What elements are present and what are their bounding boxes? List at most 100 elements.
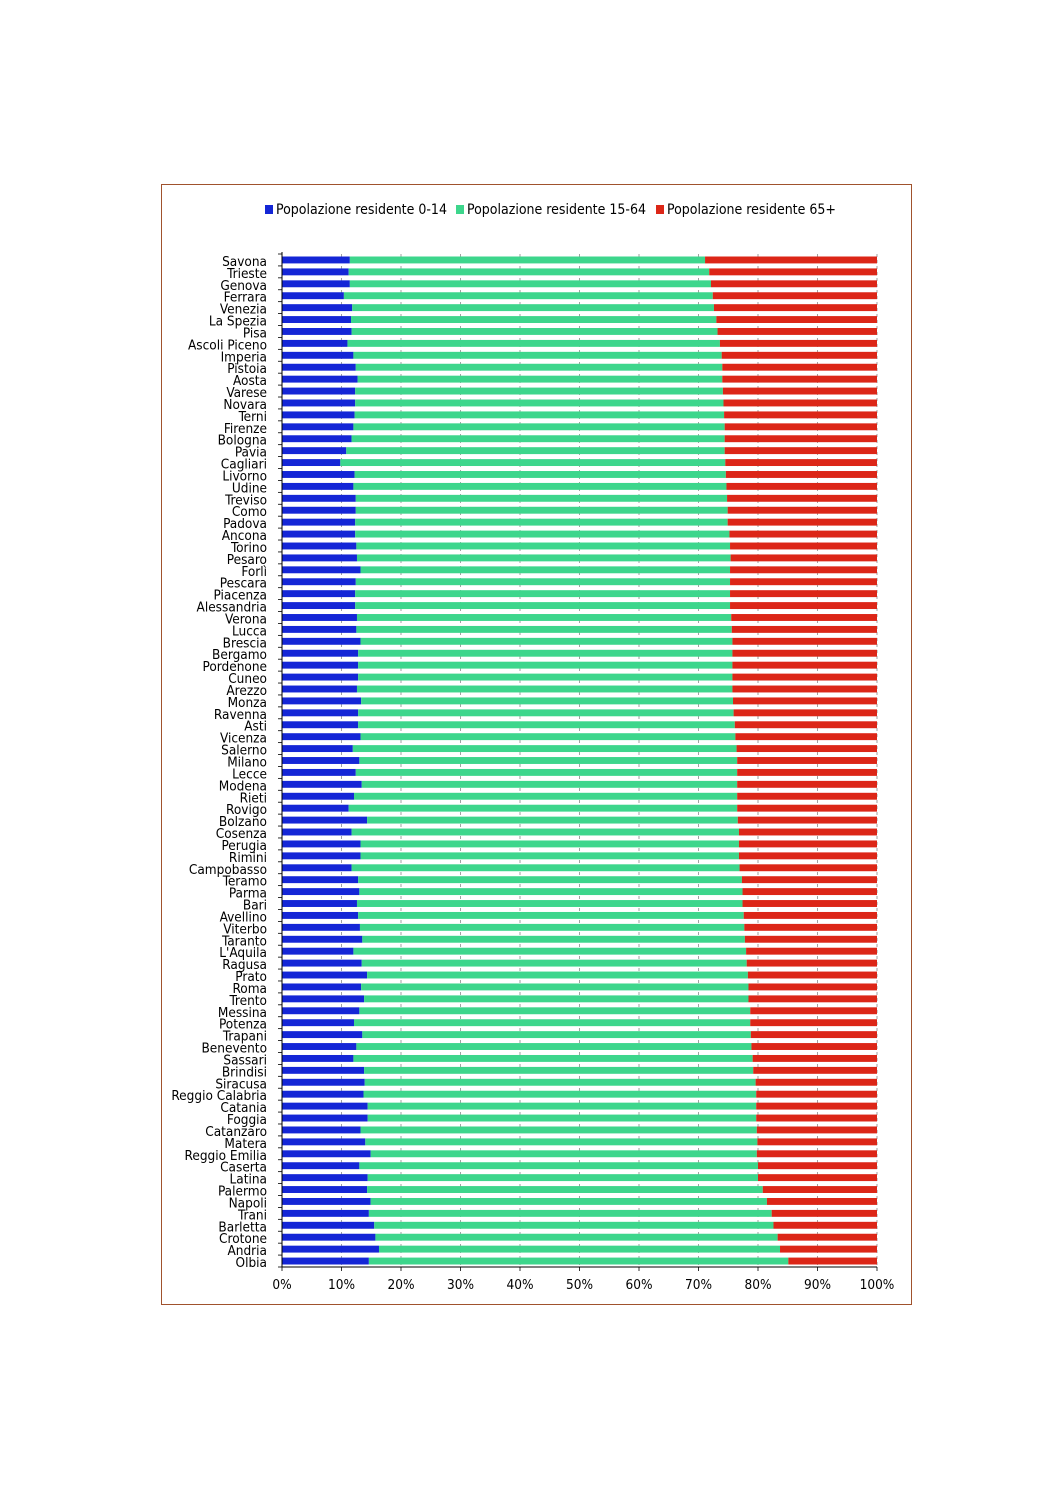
category-label-treviso: Treviso: [224, 492, 267, 508]
bar-barletta-series-2: [374, 1221, 774, 1229]
category-label-aosta: Aosta: [233, 373, 267, 389]
bar-latina-series-2: [367, 1174, 758, 1182]
bar-bergamo-series-3: [732, 649, 877, 657]
bar-campobasso-series-1: [282, 864, 352, 872]
bar-matera-series-2: [365, 1138, 758, 1146]
bar-campobasso-series-3: [739, 864, 877, 872]
bar-l-aquila-series-3: [746, 947, 877, 955]
bar-rieti-series-1: [282, 792, 354, 800]
category-label-catanzaro: Catanzaro: [205, 1124, 267, 1140]
bar-brescia-series-3: [732, 637, 877, 645]
category-label-bolzano: Bolzano: [219, 814, 267, 830]
bar-taranto-series-3: [744, 935, 877, 943]
bar-trapani-series-1: [282, 1031, 363, 1039]
bar-padova-series-1: [282, 518, 356, 526]
bar-palermo-series-1: [282, 1186, 368, 1193]
bar-olbia-series-3: [788, 1257, 877, 1265]
bar-torino-series-2: [356, 542, 731, 550]
category-label-imperia: Imperia: [221, 349, 267, 365]
category-label-ravenna: Ravenna: [214, 707, 267, 723]
legend-swatch-popolazione-residente-15-64: [456, 205, 464, 214]
bar-la-spezia-series-2: [351, 316, 717, 324]
bar-livorno-series-3: [725, 471, 877, 478]
bar-ascoli-piceno-series-3: [719, 339, 877, 347]
category-label-monza: Monza: [228, 695, 267, 711]
bar-avellino-series-2: [358, 911, 744, 919]
bar-lecce-series-2: [355, 768, 738, 776]
bar-perugia-series-1: [282, 840, 361, 848]
bar-lecce-series-3: [737, 768, 877, 776]
bar-piacenza-series-3: [730, 590, 877, 598]
bar-ascoli-piceno-series-2: [347, 339, 720, 347]
bar-la-spezia-series-3: [716, 316, 877, 324]
bar-bari-series-3: [742, 900, 877, 907]
bar-verona-series-2: [356, 614, 732, 621]
bar-bolzano-series-1: [282, 816, 368, 824]
bar-avellino-series-3: [743, 911, 877, 919]
x-tick-label-100: 100%: [860, 1277, 895, 1293]
bar-pescara-series-3: [730, 578, 877, 586]
bar-teramo-series-2: [358, 876, 742, 884]
category-label-lecce: Lecce: [232, 766, 267, 782]
bar-lucca-series-3: [731, 625, 877, 633]
bar-olbia-series-1: [282, 1257, 369, 1265]
bar-bari-series-2: [356, 900, 743, 907]
bar-salerno-series-2: [352, 745, 737, 753]
bar-arezzo-series-2: [356, 685, 733, 693]
bar-trento-series-1: [282, 995, 365, 1003]
category-label-potenza: Potenza: [219, 1017, 267, 1033]
bar-sassari-series-3: [752, 1054, 877, 1062]
bar-benevento-series-2: [356, 1043, 752, 1050]
bar-trapani-series-2: [362, 1031, 751, 1039]
category-label-teramo: Teramo: [222, 874, 267, 890]
bar-taranto-series-1: [282, 935, 363, 943]
category-label-lucca: Lucca: [232, 623, 267, 639]
bar-monza-series-2: [361, 697, 734, 705]
bar-cosenza-series-1: [282, 828, 352, 836]
bar-ragusa-series-3: [746, 959, 877, 967]
bar-sassari-series-2: [353, 1054, 753, 1062]
bar-forl-series-2: [360, 566, 731, 574]
bar-rovigo-series-2: [348, 804, 738, 812]
bar-rimini-series-3: [738, 852, 877, 860]
bar-rieti-series-3: [737, 792, 877, 800]
bar-ravenna-series-2: [358, 709, 734, 717]
bar-venezia-series-2: [352, 304, 714, 312]
bar-savona-series-2: [349, 256, 706, 264]
bar-vicenza-series-1: [282, 733, 361, 741]
bar-potenza-series-2: [353, 1019, 751, 1027]
bar-arezzo-series-1: [282, 685, 357, 693]
bar-como-series-1: [282, 506, 356, 514]
bar-catanzaro-series-2: [360, 1126, 757, 1134]
category-label-latina: Latina: [230, 1172, 267, 1188]
bar-vicenza-series-2: [360, 733, 736, 741]
bar-livorno-series-2: [354, 471, 726, 478]
bar-pescara-series-1: [282, 578, 356, 586]
bar-varese-series-3: [722, 387, 877, 395]
bar-terni-series-2: [354, 411, 725, 419]
bar-potenza-series-3: [750, 1019, 877, 1027]
bar-rimini-series-1: [282, 852, 361, 860]
bar-torino-series-3: [730, 542, 877, 550]
bar-padova-series-3: [727, 518, 877, 526]
bar-firenze-series-3: [724, 423, 877, 431]
bar-foggia-series-2: [367, 1114, 757, 1122]
bar-trieste-series-2: [348, 268, 710, 276]
category-label-pescara: Pescara: [220, 576, 267, 592]
bar-reggio-calabria-series-2: [363, 1090, 757, 1098]
bar-asti-series-2: [358, 721, 735, 729]
bar-napoli-series-2: [370, 1197, 767, 1205]
bar-torino-series-1: [282, 542, 357, 550]
bar-treviso-series-1: [282, 494, 356, 502]
category-label-reggio-calabria: Reggio Calabria: [171, 1088, 267, 1104]
bar-roma-series-2: [361, 983, 749, 991]
bar-bologna-series-3: [724, 435, 877, 443]
bar-teramo-series-3: [741, 876, 877, 884]
category-label-perugia: Perugia: [221, 838, 267, 854]
bar-viterbo-series-1: [282, 923, 360, 931]
bar-arezzo-series-3: [732, 685, 877, 693]
category-label-andria: Andria: [227, 1243, 267, 1259]
category-label-udine: Udine: [232, 480, 267, 496]
x-tick-label-90: 90%: [804, 1277, 831, 1293]
bar-l-aquila-series-2: [353, 947, 747, 955]
